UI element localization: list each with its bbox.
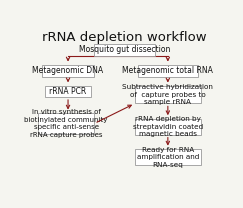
Text: rRNA depletion workflow: rRNA depletion workflow xyxy=(42,31,207,43)
FancyBboxPatch shape xyxy=(135,149,201,165)
FancyBboxPatch shape xyxy=(42,65,94,77)
Text: In vitro synthesis of
biotinylated community
specific anti-sense
rRNA capture pr: In vitro synthesis of biotinylated commu… xyxy=(25,109,108,138)
Text: Mosquito gut dissection: Mosquito gut dissection xyxy=(79,45,170,54)
Text: Subtractive hybridization
of  capture probes to
sample rRNA: Subtractive hybridization of capture pro… xyxy=(122,84,213,105)
Text: Ready for RNA
amplification and
RNA-seq: Ready for RNA amplification and RNA-seq xyxy=(137,147,199,168)
Text: Metagenomic DNA: Metagenomic DNA xyxy=(33,66,104,75)
FancyBboxPatch shape xyxy=(94,44,155,56)
Text: Metagenomic total RNA: Metagenomic total RNA xyxy=(122,66,213,75)
Text: rRNA depletion by
streptavidin coated
magnetic beads: rRNA depletion by streptavidin coated ma… xyxy=(133,116,203,137)
Text: rRNA PCR: rRNA PCR xyxy=(49,87,87,96)
FancyBboxPatch shape xyxy=(45,86,91,97)
FancyBboxPatch shape xyxy=(135,86,201,103)
FancyBboxPatch shape xyxy=(38,113,94,134)
FancyBboxPatch shape xyxy=(135,119,201,135)
FancyBboxPatch shape xyxy=(138,65,198,77)
